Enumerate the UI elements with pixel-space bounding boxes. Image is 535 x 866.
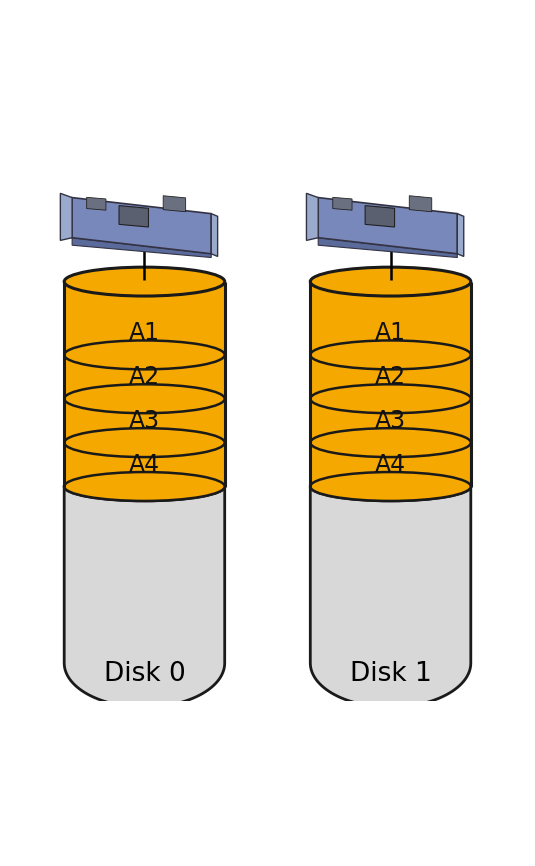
Polygon shape: [64, 281, 225, 487]
Ellipse shape: [64, 385, 225, 413]
Ellipse shape: [310, 267, 471, 296]
Polygon shape: [310, 487, 471, 708]
Text: A2: A2: [129, 365, 160, 389]
Text: A3: A3: [129, 409, 160, 433]
Text: A4: A4: [375, 453, 406, 476]
Ellipse shape: [310, 472, 471, 501]
Polygon shape: [60, 193, 72, 241]
Ellipse shape: [310, 385, 471, 413]
Polygon shape: [211, 214, 218, 256]
Text: Disk 1: Disk 1: [350, 661, 431, 687]
Ellipse shape: [64, 428, 225, 457]
Polygon shape: [333, 197, 352, 210]
Ellipse shape: [64, 472, 225, 501]
Text: A1: A1: [375, 321, 406, 345]
Polygon shape: [119, 205, 149, 227]
Polygon shape: [318, 197, 457, 254]
Polygon shape: [310, 487, 471, 663]
Polygon shape: [307, 193, 318, 241]
Polygon shape: [365, 205, 394, 227]
Text: A3: A3: [375, 409, 406, 433]
Ellipse shape: [64, 340, 225, 369]
Ellipse shape: [310, 340, 471, 369]
Polygon shape: [72, 238, 211, 257]
Text: A4: A4: [129, 453, 160, 476]
Polygon shape: [409, 196, 432, 212]
Ellipse shape: [64, 267, 225, 296]
Polygon shape: [318, 238, 457, 257]
Text: A2: A2: [375, 365, 406, 389]
Polygon shape: [163, 196, 186, 212]
Polygon shape: [310, 281, 471, 487]
Ellipse shape: [310, 472, 471, 501]
Polygon shape: [64, 487, 225, 708]
Text: Disk 0: Disk 0: [104, 661, 185, 687]
Polygon shape: [457, 214, 464, 256]
Polygon shape: [64, 487, 225, 663]
Ellipse shape: [310, 428, 471, 457]
Polygon shape: [72, 197, 211, 254]
Text: A1: A1: [129, 321, 160, 345]
Polygon shape: [87, 197, 106, 210]
Ellipse shape: [64, 472, 225, 501]
